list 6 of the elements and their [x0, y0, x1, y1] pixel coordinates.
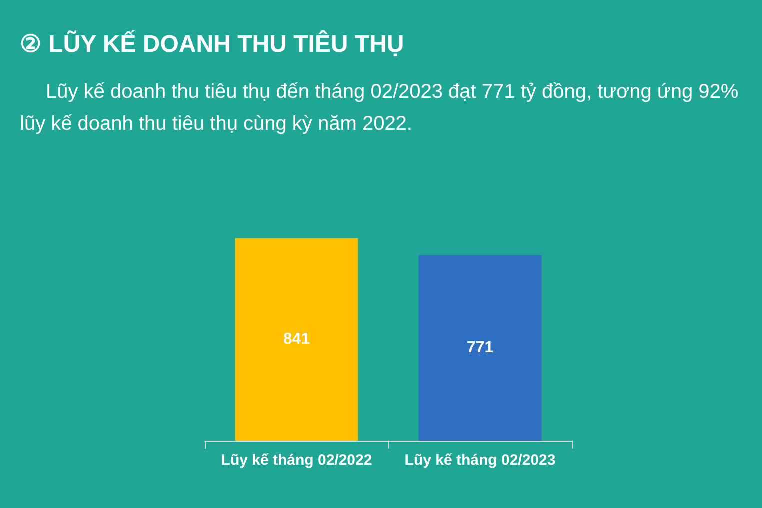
x-tick-label: Lũy kế tháng 02/2022	[221, 452, 372, 469]
chart-subtitle: Lũy kế doanh thu tiêu thụ đến tháng 02/2023 đạt 771 tỷ đồng, tương ứng 92% lũy kế doanh thu tiêu thụ cùng kỳ năm 2022.	[20, 80, 740, 137]
data-label: 841	[283, 331, 310, 348]
x-tick-label: Lũy kế tháng 02/2023	[404, 452, 556, 469]
data-label: 771	[466, 340, 494, 357]
chart-title: ② LŨY KẾ DOANH THU TIÊU THỤ	[20, 30, 404, 59]
